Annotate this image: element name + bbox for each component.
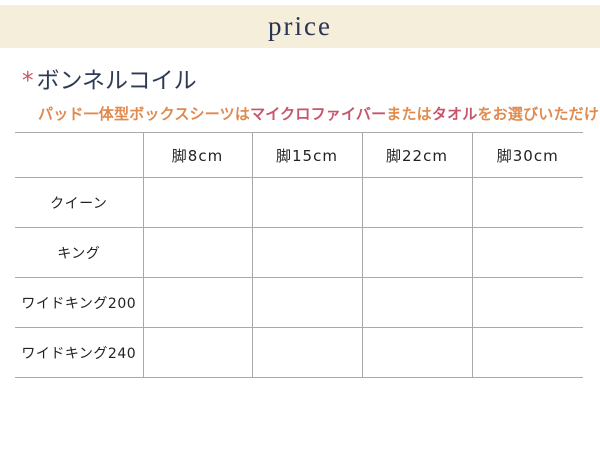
section-title: * ボンネルコイル — [22, 68, 600, 95]
column-header-leg-22cm: 脚22cm — [361, 132, 472, 178]
column-header-leg-15cm: 脚15cm — [251, 132, 362, 178]
section-title-text: ボンネルコイル — [36, 68, 197, 94]
table-row-wideking240: ワイドキング240 — [15, 327, 583, 378]
column-header-leg-8cm: 脚8cm — [142, 132, 252, 178]
price-cell — [142, 177, 252, 228]
row-header-wideking240: ワイドキング240 — [21, 345, 137, 362]
price-cell — [142, 327, 252, 378]
column-header-leg-30cm: 脚30cm — [471, 132, 583, 178]
subtitle-part: をお選びいただけます。 — [477, 105, 600, 123]
price-cell — [251, 227, 362, 278]
price-cell — [361, 177, 472, 228]
table-row-king: キング — [15, 227, 583, 278]
asterisk-marker: * — [22, 68, 34, 94]
price-table: 脚8cm 脚15cm 脚22cm 脚30cm クイーン キング ワイドキング20… — [15, 132, 583, 378]
price-cell — [142, 277, 252, 328]
price-cell — [361, 227, 472, 278]
price-cell — [251, 327, 362, 378]
price-cell — [361, 327, 472, 378]
price-cell — [471, 177, 583, 228]
row-header-queen: クイーン — [50, 195, 108, 212]
price-banner: price — [0, 5, 600, 48]
subtitle-part: パッド一体型ボックスシーツは — [38, 105, 251, 123]
price-cell — [471, 277, 583, 328]
row-header-king: キング — [57, 245, 101, 262]
row-header-wideking200: ワイドキング200 — [21, 295, 137, 312]
section-subtitle: パッド一体型ボックスシーツはマイクロファイバーまたはタオルをお選びいただけます。 — [38, 104, 600, 125]
price-cell — [471, 227, 583, 278]
corner-cell — [15, 133, 143, 178]
price-cell — [361, 277, 472, 328]
price-cell — [251, 177, 362, 228]
banner-title: price — [268, 11, 332, 41]
price-cell — [471, 327, 583, 378]
subtitle-part: マイクロファイバー — [250, 105, 387, 123]
subtitle-part: タオル — [431, 105, 478, 123]
table-row-queen: クイーン — [15, 177, 583, 228]
table-row-wideking200: ワイドキング200 — [15, 277, 583, 328]
table-header-row: 脚8cm 脚15cm 脚22cm 脚30cm — [15, 132, 583, 178]
price-cell — [142, 227, 252, 278]
subtitle-part: または — [386, 105, 432, 123]
price-cell — [251, 277, 362, 328]
